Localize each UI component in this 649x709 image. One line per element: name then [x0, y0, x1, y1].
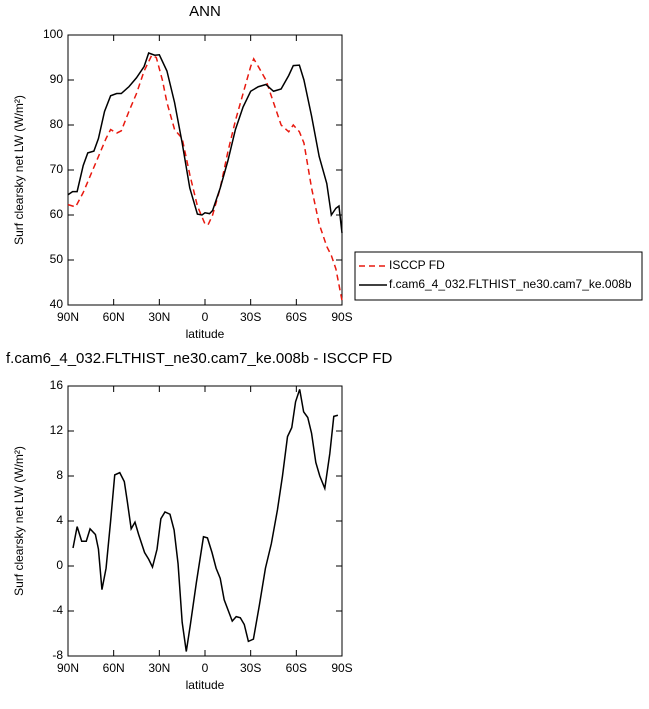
y-tick-label: 80	[50, 117, 64, 131]
chart-title: f.cam6_4_032.FLTHIST_ne30.cam7_ke.008b -…	[6, 350, 392, 367]
x-tick-label: 60N	[103, 310, 125, 324]
plot-frame	[67, 385, 343, 657]
y-tick-label: 90	[50, 72, 64, 86]
x-axis-label: latitude	[186, 327, 225, 341]
y-tick-label: 12	[50, 423, 64, 437]
x-tick-label: 60S	[286, 661, 307, 675]
y-tick-label: -4	[52, 603, 63, 617]
data-line	[72, 389, 339, 652]
y-axis-label: Surf clearsky net LW (W/m²)	[12, 446, 26, 596]
y-tick-label: 4	[56, 513, 63, 527]
x-tick-label: 30N	[148, 310, 170, 324]
plot-frame	[67, 34, 343, 306]
legend-box	[354, 251, 643, 301]
x-tick-label: 60N	[103, 661, 125, 675]
x-tick-label: 60S	[286, 310, 307, 324]
y-tick-label: 50	[50, 252, 64, 266]
x-tick-label: 30S	[240, 661, 261, 675]
x-tick-label: 90N	[57, 661, 79, 675]
data-line	[67, 52, 343, 234]
x-tick-label: 90S	[331, 310, 352, 324]
x-tick-label: 90N	[57, 310, 79, 324]
y-tick-label: 60	[50, 207, 64, 221]
y-tick-label: -8	[52, 648, 63, 662]
y-tick-label: 0	[56, 558, 63, 572]
x-tick-label: 0	[202, 661, 209, 675]
data-line	[67, 54, 343, 301]
y-tick-label: 70	[50, 162, 64, 176]
y-tick-label: 16	[50, 378, 64, 392]
x-tick-label: 0	[202, 310, 209, 324]
y-tick-label: 40	[50, 297, 64, 311]
legend-label: ISCCP FD	[389, 258, 445, 272]
y-axis-label: Surf clearsky net LW (W/m²)	[12, 95, 26, 245]
y-tick-label: 100	[43, 27, 63, 41]
legend-label: f.cam6_4_032.FLTHIST_ne30.cam7_ke.008b	[389, 277, 632, 291]
x-tick-label: 30N	[148, 661, 170, 675]
y-tick-label: 8	[56, 468, 63, 482]
x-tick-label: 90S	[331, 661, 352, 675]
x-axis-label: latitude	[186, 678, 225, 692]
chart-title: ANN	[189, 3, 221, 20]
x-tick-label: 30S	[240, 310, 261, 324]
